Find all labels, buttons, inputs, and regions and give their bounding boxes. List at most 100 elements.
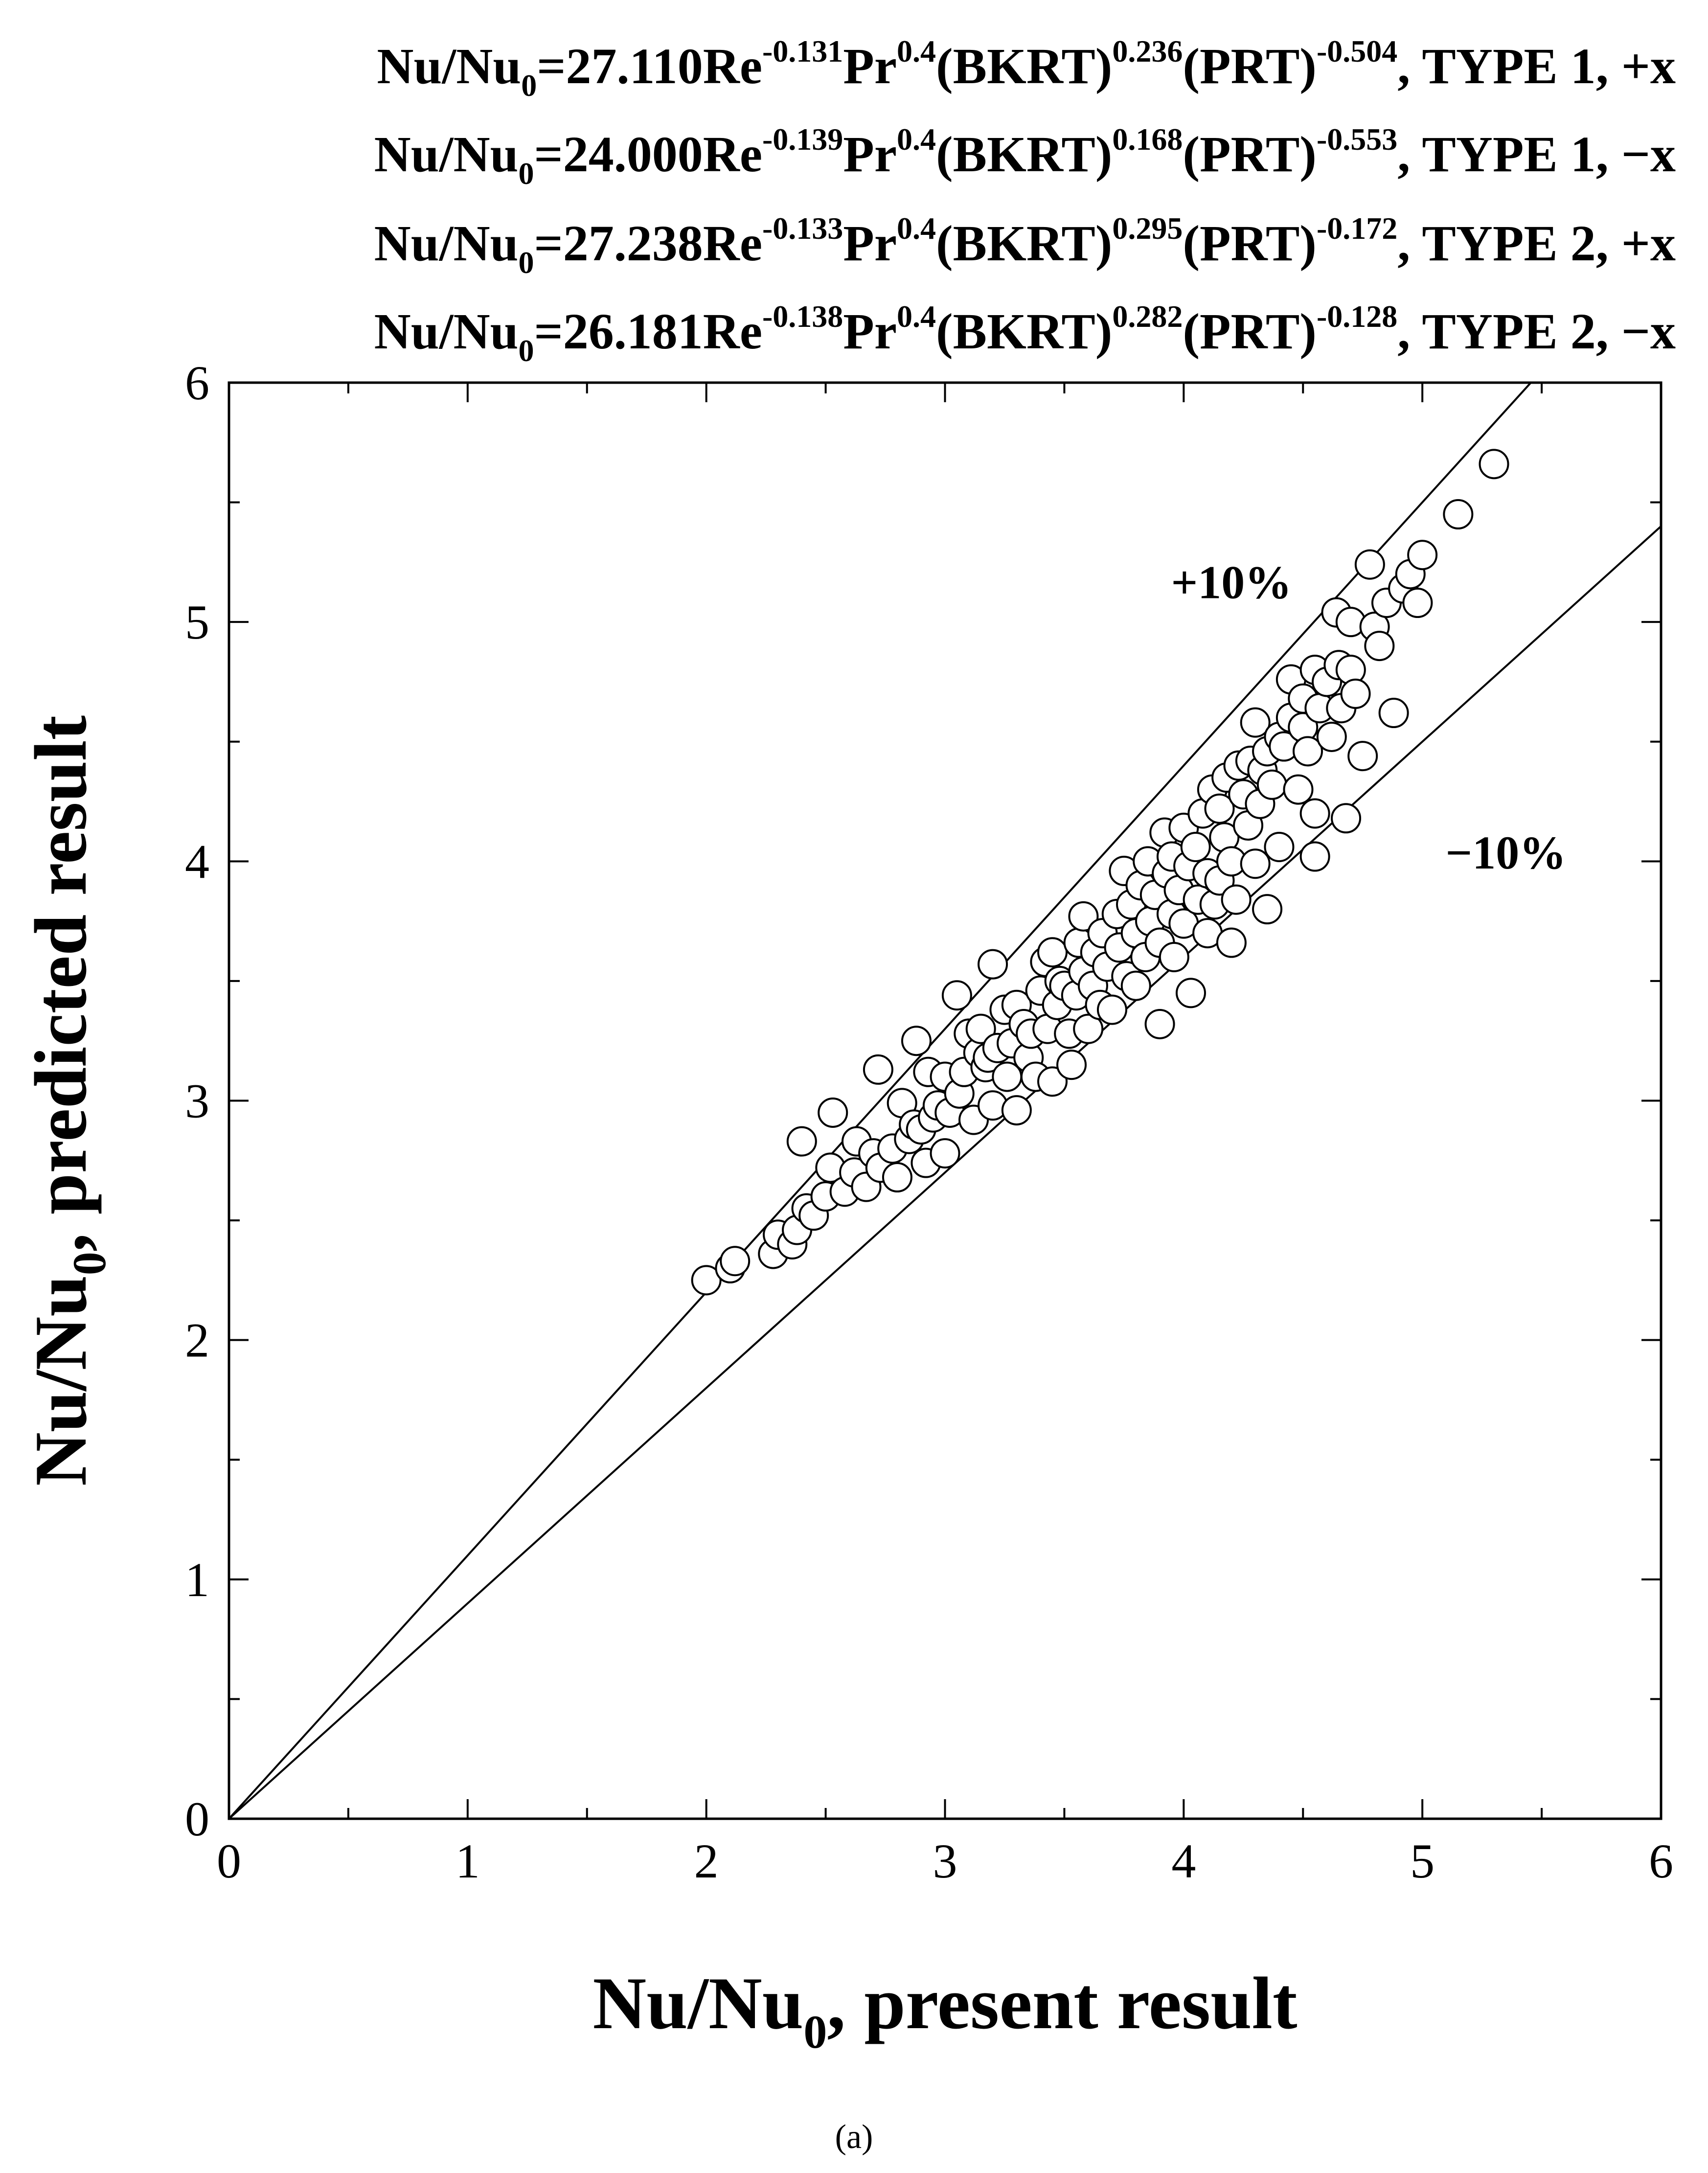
equation-subscript: 0 xyxy=(518,156,534,191)
data-point xyxy=(1252,894,1283,925)
data-point xyxy=(1175,978,1206,1008)
equation-superscript: 0.295 xyxy=(1112,211,1183,246)
equation-line-2: Nu/Nu0=24.000Re-0.139Pr0.4(BKRT)0.168(PR… xyxy=(374,122,1676,191)
equation-text: Pr xyxy=(843,38,897,94)
equation-superscript: -0.504 xyxy=(1317,34,1397,69)
y-tick-label: 6 xyxy=(185,356,209,410)
equation-text: =27.238Re xyxy=(534,215,762,272)
data-point xyxy=(786,1126,817,1157)
scatter-points xyxy=(691,449,1509,1296)
data-point xyxy=(1299,798,1330,829)
equation-text: (BKRT) xyxy=(936,215,1112,272)
reference-lines xyxy=(229,383,1661,1819)
data-point xyxy=(1037,1066,1068,1097)
data-point xyxy=(1443,499,1474,530)
data-point xyxy=(1144,1008,1175,1039)
data-point xyxy=(1364,631,1395,662)
equation-text: Pr xyxy=(843,126,897,183)
data-point xyxy=(1180,831,1211,862)
equation-text: Nu/Nu xyxy=(374,303,519,360)
equation-subscript: 0 xyxy=(518,245,534,280)
data-point xyxy=(1240,848,1271,879)
data-point xyxy=(1073,1013,1104,1044)
data-point xyxy=(1316,721,1347,752)
axis-title-main: Nu/Nu xyxy=(592,1962,803,2044)
y-tick-label: 5 xyxy=(185,595,209,649)
y-tick-label: 1 xyxy=(185,1553,209,1607)
equation-superscript: -0.128 xyxy=(1317,299,1397,334)
data-point xyxy=(882,1162,912,1193)
data-point xyxy=(1354,549,1385,580)
equation-text: (BKRT) xyxy=(936,38,1112,94)
equation-text: , TYPE 1, +x xyxy=(1397,38,1676,94)
y-tick-label: 4 xyxy=(185,834,209,889)
equation-text: (BKRT) xyxy=(936,303,1112,360)
data-point xyxy=(1407,540,1438,571)
data-point xyxy=(1402,588,1433,618)
equation-subscript: 0 xyxy=(521,68,537,103)
y-tick-label: 0 xyxy=(185,1792,209,1846)
data-point xyxy=(1120,970,1151,1001)
x-axis-title: Nu/Nu0, present result xyxy=(592,1962,1297,2058)
equation-subscript: 0 xyxy=(518,333,534,368)
data-point xyxy=(1001,1095,1032,1126)
data-point xyxy=(863,1054,893,1085)
data-point xyxy=(1068,901,1099,932)
data-point xyxy=(1159,942,1189,972)
data-point xyxy=(978,949,1008,980)
x-tick-label: 1 xyxy=(455,1834,480,1888)
equation-superscript: 0.236 xyxy=(1112,34,1183,69)
equation-superscript: 0.4 xyxy=(897,34,936,69)
equation-superscript: 0.4 xyxy=(897,299,936,334)
equation-text: (PRT) xyxy=(1183,303,1317,360)
x-tick-label: 3 xyxy=(933,1834,957,1888)
data-point xyxy=(1240,707,1271,738)
data-point xyxy=(930,1138,960,1169)
data-point xyxy=(1347,741,1378,772)
equation-text: Nu/Nu xyxy=(377,38,521,94)
equation-superscript: -0.131 xyxy=(762,34,843,69)
y-axis-title: Nu/Nu0, predicted result xyxy=(20,715,115,1486)
equation-superscript: 0.4 xyxy=(897,122,936,157)
equation-text: , TYPE 1, −x xyxy=(1397,126,1676,183)
axis-ticks xyxy=(228,382,1662,1820)
data-point xyxy=(965,1013,996,1044)
data-point xyxy=(818,1097,848,1128)
axis-title-subscript: 0 xyxy=(63,1252,115,1275)
x-tick-label: 6 xyxy=(1649,1834,1673,1888)
y-tick-label: 3 xyxy=(185,1074,209,1128)
chart-title: Nu/Nu0=27.110Re-0.131Pr0.4(BKRT)0.236(PR… xyxy=(374,34,1676,368)
data-point xyxy=(1331,803,1362,834)
equation-text: , TYPE 2, −x xyxy=(1397,303,1676,360)
data-point xyxy=(901,1026,932,1056)
label-plus-10: +10% xyxy=(1171,556,1292,608)
axis-title-main: Nu/Nu xyxy=(20,1275,102,1486)
x-tick-label: 2 xyxy=(694,1834,719,1888)
data-point xyxy=(1216,927,1247,958)
equation-superscript: 0.282 xyxy=(1112,299,1183,334)
data-point xyxy=(941,980,972,1011)
equation-superscript: -0.133 xyxy=(762,211,843,246)
y-tick-label: 2 xyxy=(185,1313,209,1368)
axis-title-rest: , predicted result xyxy=(20,715,102,1252)
data-point xyxy=(691,1265,722,1296)
equation-superscript: -0.138 xyxy=(762,299,843,334)
equation-text: =24.000Re xyxy=(534,126,762,183)
x-tick-label: 4 xyxy=(1171,1834,1196,1888)
equation-superscript: 0.4 xyxy=(897,211,936,246)
equation-text: (PRT) xyxy=(1183,126,1317,183)
equation-text: =26.181Re xyxy=(534,303,762,360)
equation-superscript: 0.168 xyxy=(1112,122,1183,157)
axis-title-rest: , present result xyxy=(827,1962,1297,2044)
equation-superscript: -0.172 xyxy=(1317,211,1397,246)
label-minus-10: −10% xyxy=(1446,826,1567,879)
equation-superscript: -0.553 xyxy=(1317,122,1397,157)
equation-text: Nu/Nu xyxy=(374,126,519,183)
data-point xyxy=(1299,841,1330,872)
data-point xyxy=(1256,769,1287,800)
data-point xyxy=(1204,793,1235,824)
equation-superscript: -0.139 xyxy=(762,122,843,157)
data-point xyxy=(1479,449,1509,480)
equation-line-4: Nu/Nu0=26.181Re-0.138Pr0.4(BKRT)0.282(PR… xyxy=(374,299,1676,368)
data-point xyxy=(1096,994,1127,1025)
